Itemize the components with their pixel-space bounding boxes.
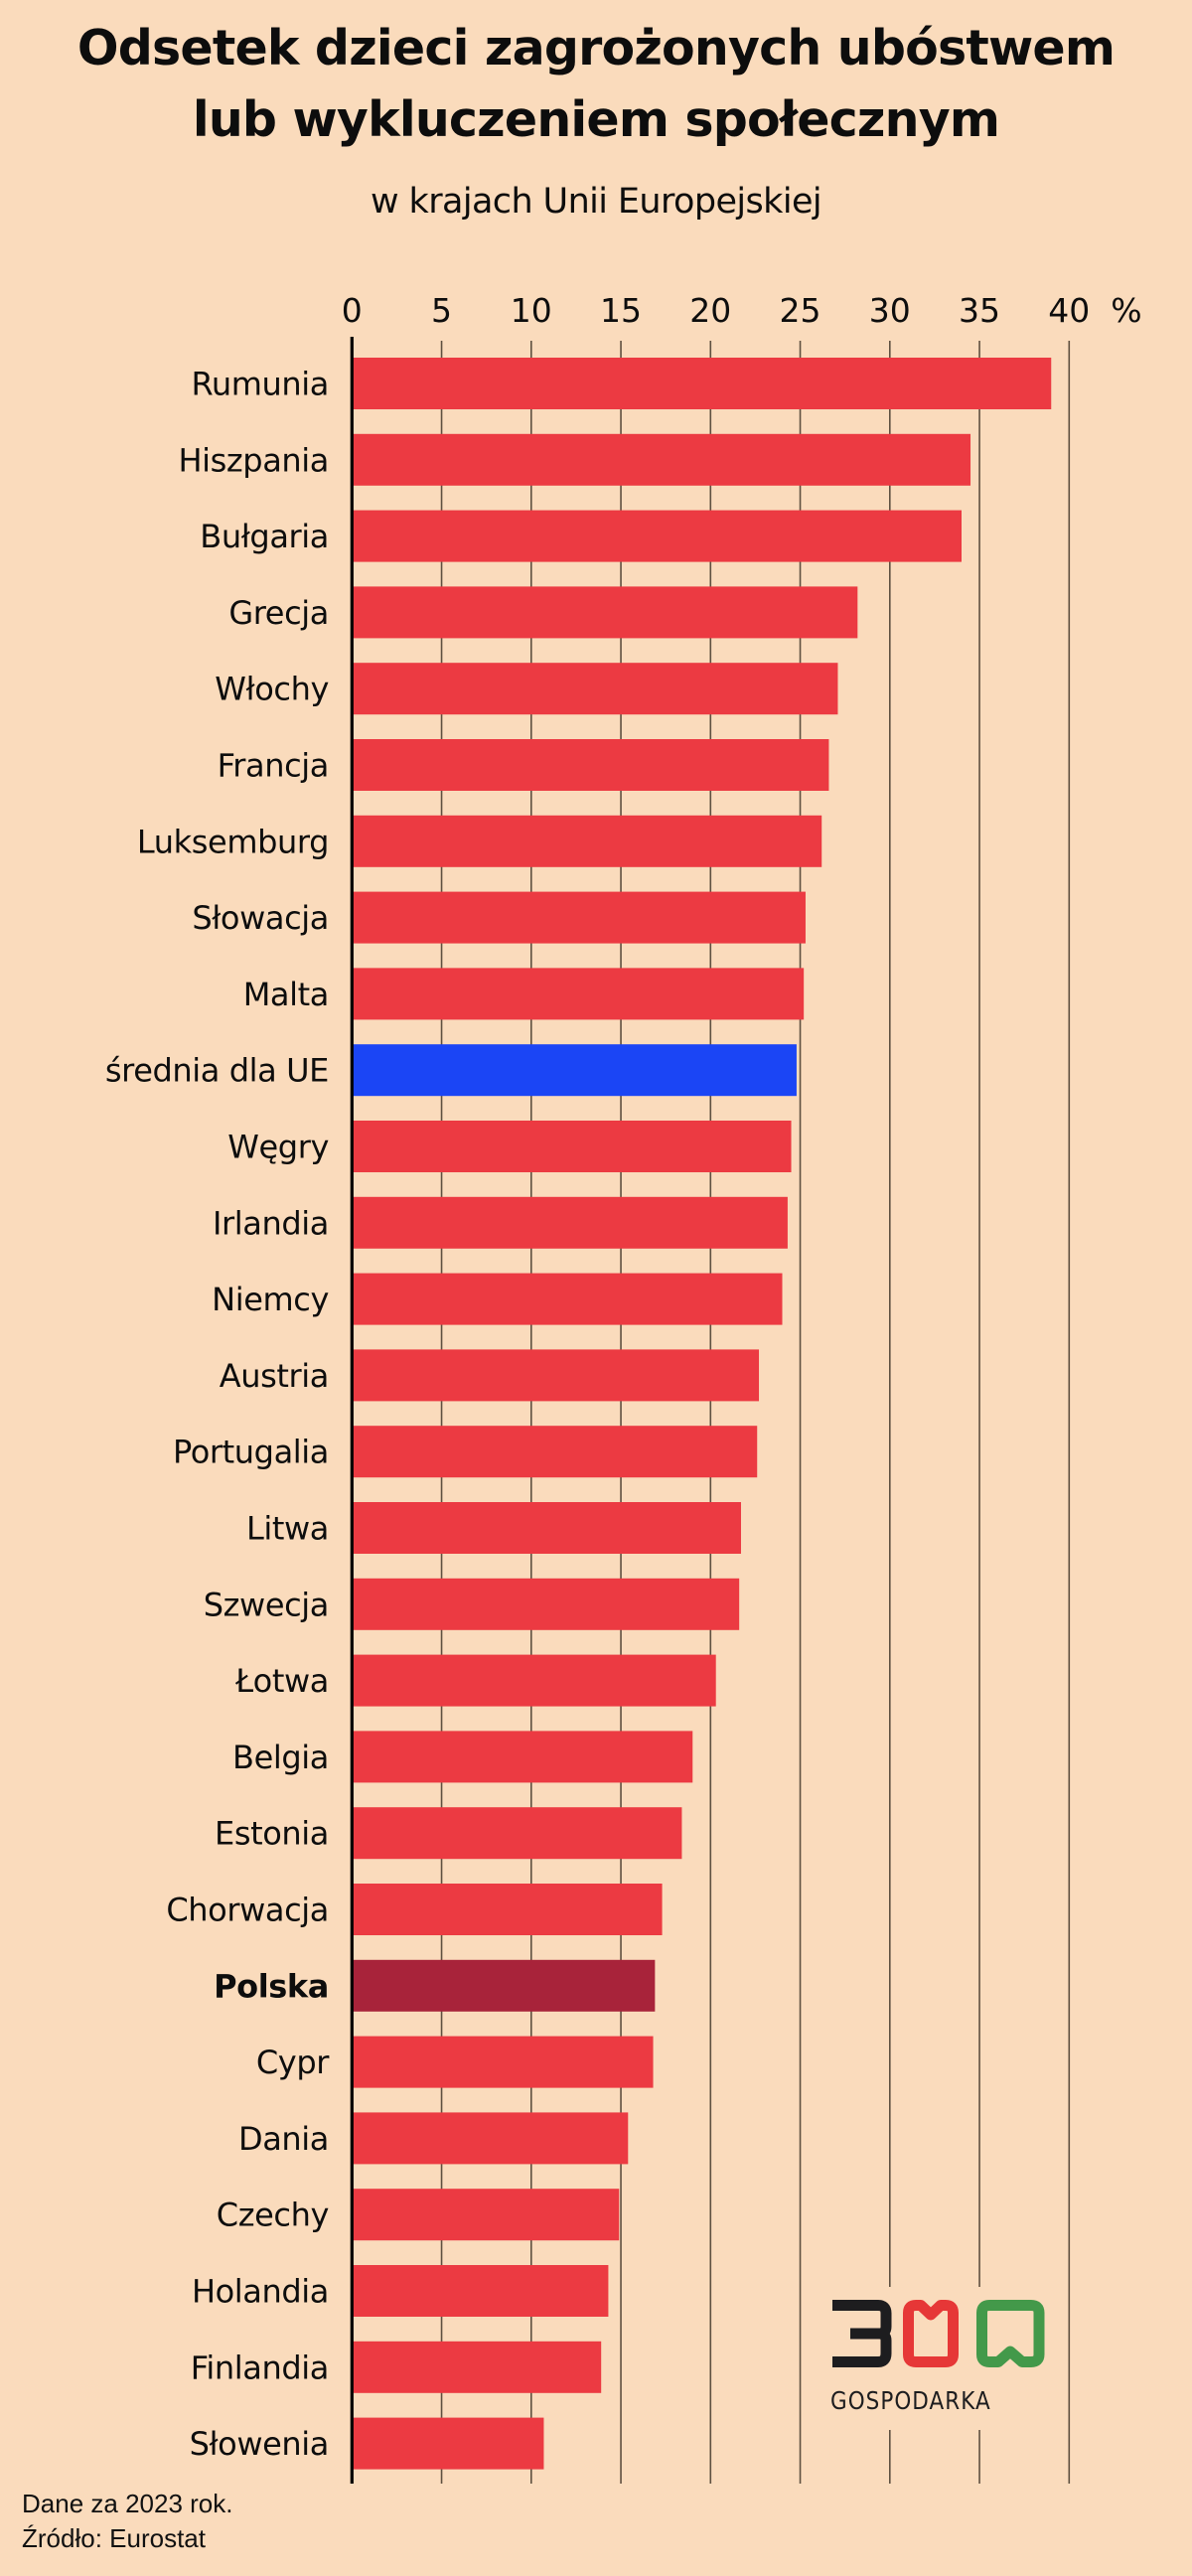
- logo-digit-0-green: [976, 2300, 1045, 2367]
- bar-country: [352, 586, 858, 639]
- x-unit-label: %: [1111, 291, 1141, 330]
- chart-title-line-2: lub wykluczeniem społecznym: [192, 91, 1000, 148]
- chart-title-line-1: Odsetek dzieci zagrożonych ubóstwem: [76, 20, 1116, 76]
- logo-wordmark: GOSPODARKA: [830, 2386, 991, 2415]
- bar-country: [352, 739, 829, 791]
- category-label: Irlandia: [213, 1204, 329, 1242]
- category-label: Łotwa: [234, 1662, 329, 1700]
- footer-data-note: Dane za 2023 rok.: [22, 2489, 233, 2518]
- category-label: Chorwacja: [166, 1892, 329, 1929]
- logo-digit-0-red: [903, 2300, 959, 2367]
- x-tick-label: 35: [959, 291, 1000, 330]
- category-label: Belgia: [232, 1739, 329, 1776]
- x-tick-label: 20: [689, 291, 731, 330]
- category-label: Grecja: [228, 594, 329, 632]
- bar-country: [352, 815, 822, 867]
- bar-country: [352, 358, 1052, 409]
- category-label: Włochy: [215, 671, 329, 708]
- category-label: średnia dla UE: [105, 1052, 329, 1090]
- x-tick-label: 5: [431, 291, 452, 330]
- category-label: Niemcy: [212, 1281, 329, 1318]
- bar-country: [352, 1578, 740, 1630]
- bars: [352, 358, 1052, 2470]
- category-label: Malta: [243, 976, 329, 1013]
- bar-eu-average: [352, 1044, 797, 1097]
- chart-subtitle: w krajach Unii Europejskiej: [370, 182, 822, 222]
- bar-country: [352, 2341, 602, 2393]
- bar-country: [352, 1196, 788, 1249]
- bar-country: [352, 1121, 792, 1172]
- bar-poland: [352, 1959, 656, 2012]
- category-label: Czechy: [217, 2197, 329, 2234]
- category-label: Słowenia: [190, 2425, 329, 2463]
- category-label: Bułgaria: [200, 518, 329, 555]
- category-label: Polska: [214, 1967, 329, 2005]
- bar-country: [352, 1884, 663, 1935]
- category-label: Finlandia: [191, 2349, 329, 2386]
- category-label: Litwa: [246, 1510, 329, 1548]
- bar-country: [352, 891, 806, 944]
- category-labels: Rumunia Hiszpania Bułgaria Grecja Włochy Fran…: [105, 366, 331, 2464]
- category-label: Dania: [238, 2120, 329, 2158]
- bar-country: [352, 433, 971, 486]
- category-label: Słowacja: [192, 899, 329, 937]
- x-tick-label: 0: [342, 291, 363, 330]
- category-label: Austria: [220, 1357, 329, 1395]
- bar-country: [352, 1426, 758, 1478]
- x-tick-label: 30: [869, 291, 911, 330]
- category-label: Szwecja: [204, 1586, 329, 1623]
- logo-mark: [832, 2300, 1045, 2367]
- footer-source: Źródło: Eurostat: [22, 2523, 206, 2553]
- x-tick-label: 25: [780, 291, 821, 330]
- bar-country: [352, 1273, 783, 1325]
- category-label: Francja: [218, 747, 329, 785]
- category-label: Hiszpania: [178, 441, 329, 479]
- category-label: Portugalia: [173, 1434, 329, 1471]
- bar-country: [352, 2189, 620, 2241]
- category-label: Węgry: [227, 1129, 329, 1166]
- x-tick-label: 10: [511, 291, 552, 330]
- bar-country: [352, 1731, 693, 1783]
- logo-digit-3: [832, 2300, 892, 2367]
- category-label: Holandia: [192, 2273, 329, 2311]
- bar-country: [352, 510, 962, 562]
- bar-country: [352, 1502, 741, 1554]
- bar-country: [352, 2417, 544, 2470]
- bar-country: [352, 2265, 609, 2317]
- bar-country: [352, 1349, 760, 1402]
- bar-country: [352, 2112, 629, 2165]
- bar-country: [352, 1654, 716, 1707]
- category-label: Luksemburg: [137, 823, 329, 860]
- bar-country: [352, 2036, 654, 2088]
- category-label: Cypr: [256, 2044, 330, 2081]
- bar-country: [352, 1807, 682, 1860]
- bar-country: [352, 968, 805, 1020]
- x-tick-label: 40: [1048, 291, 1090, 330]
- bar-country: [352, 663, 838, 715]
- category-label: Rumunia: [191, 366, 329, 403]
- x-tick-label: 15: [600, 291, 642, 330]
- logo-300-gospodarka: GOSPODARKA: [824, 2287, 1053, 2430]
- category-label: Estonia: [215, 1815, 329, 1853]
- x-axis: 0 5 10 15 20 25 30 35 40%: [342, 291, 1142, 2484]
